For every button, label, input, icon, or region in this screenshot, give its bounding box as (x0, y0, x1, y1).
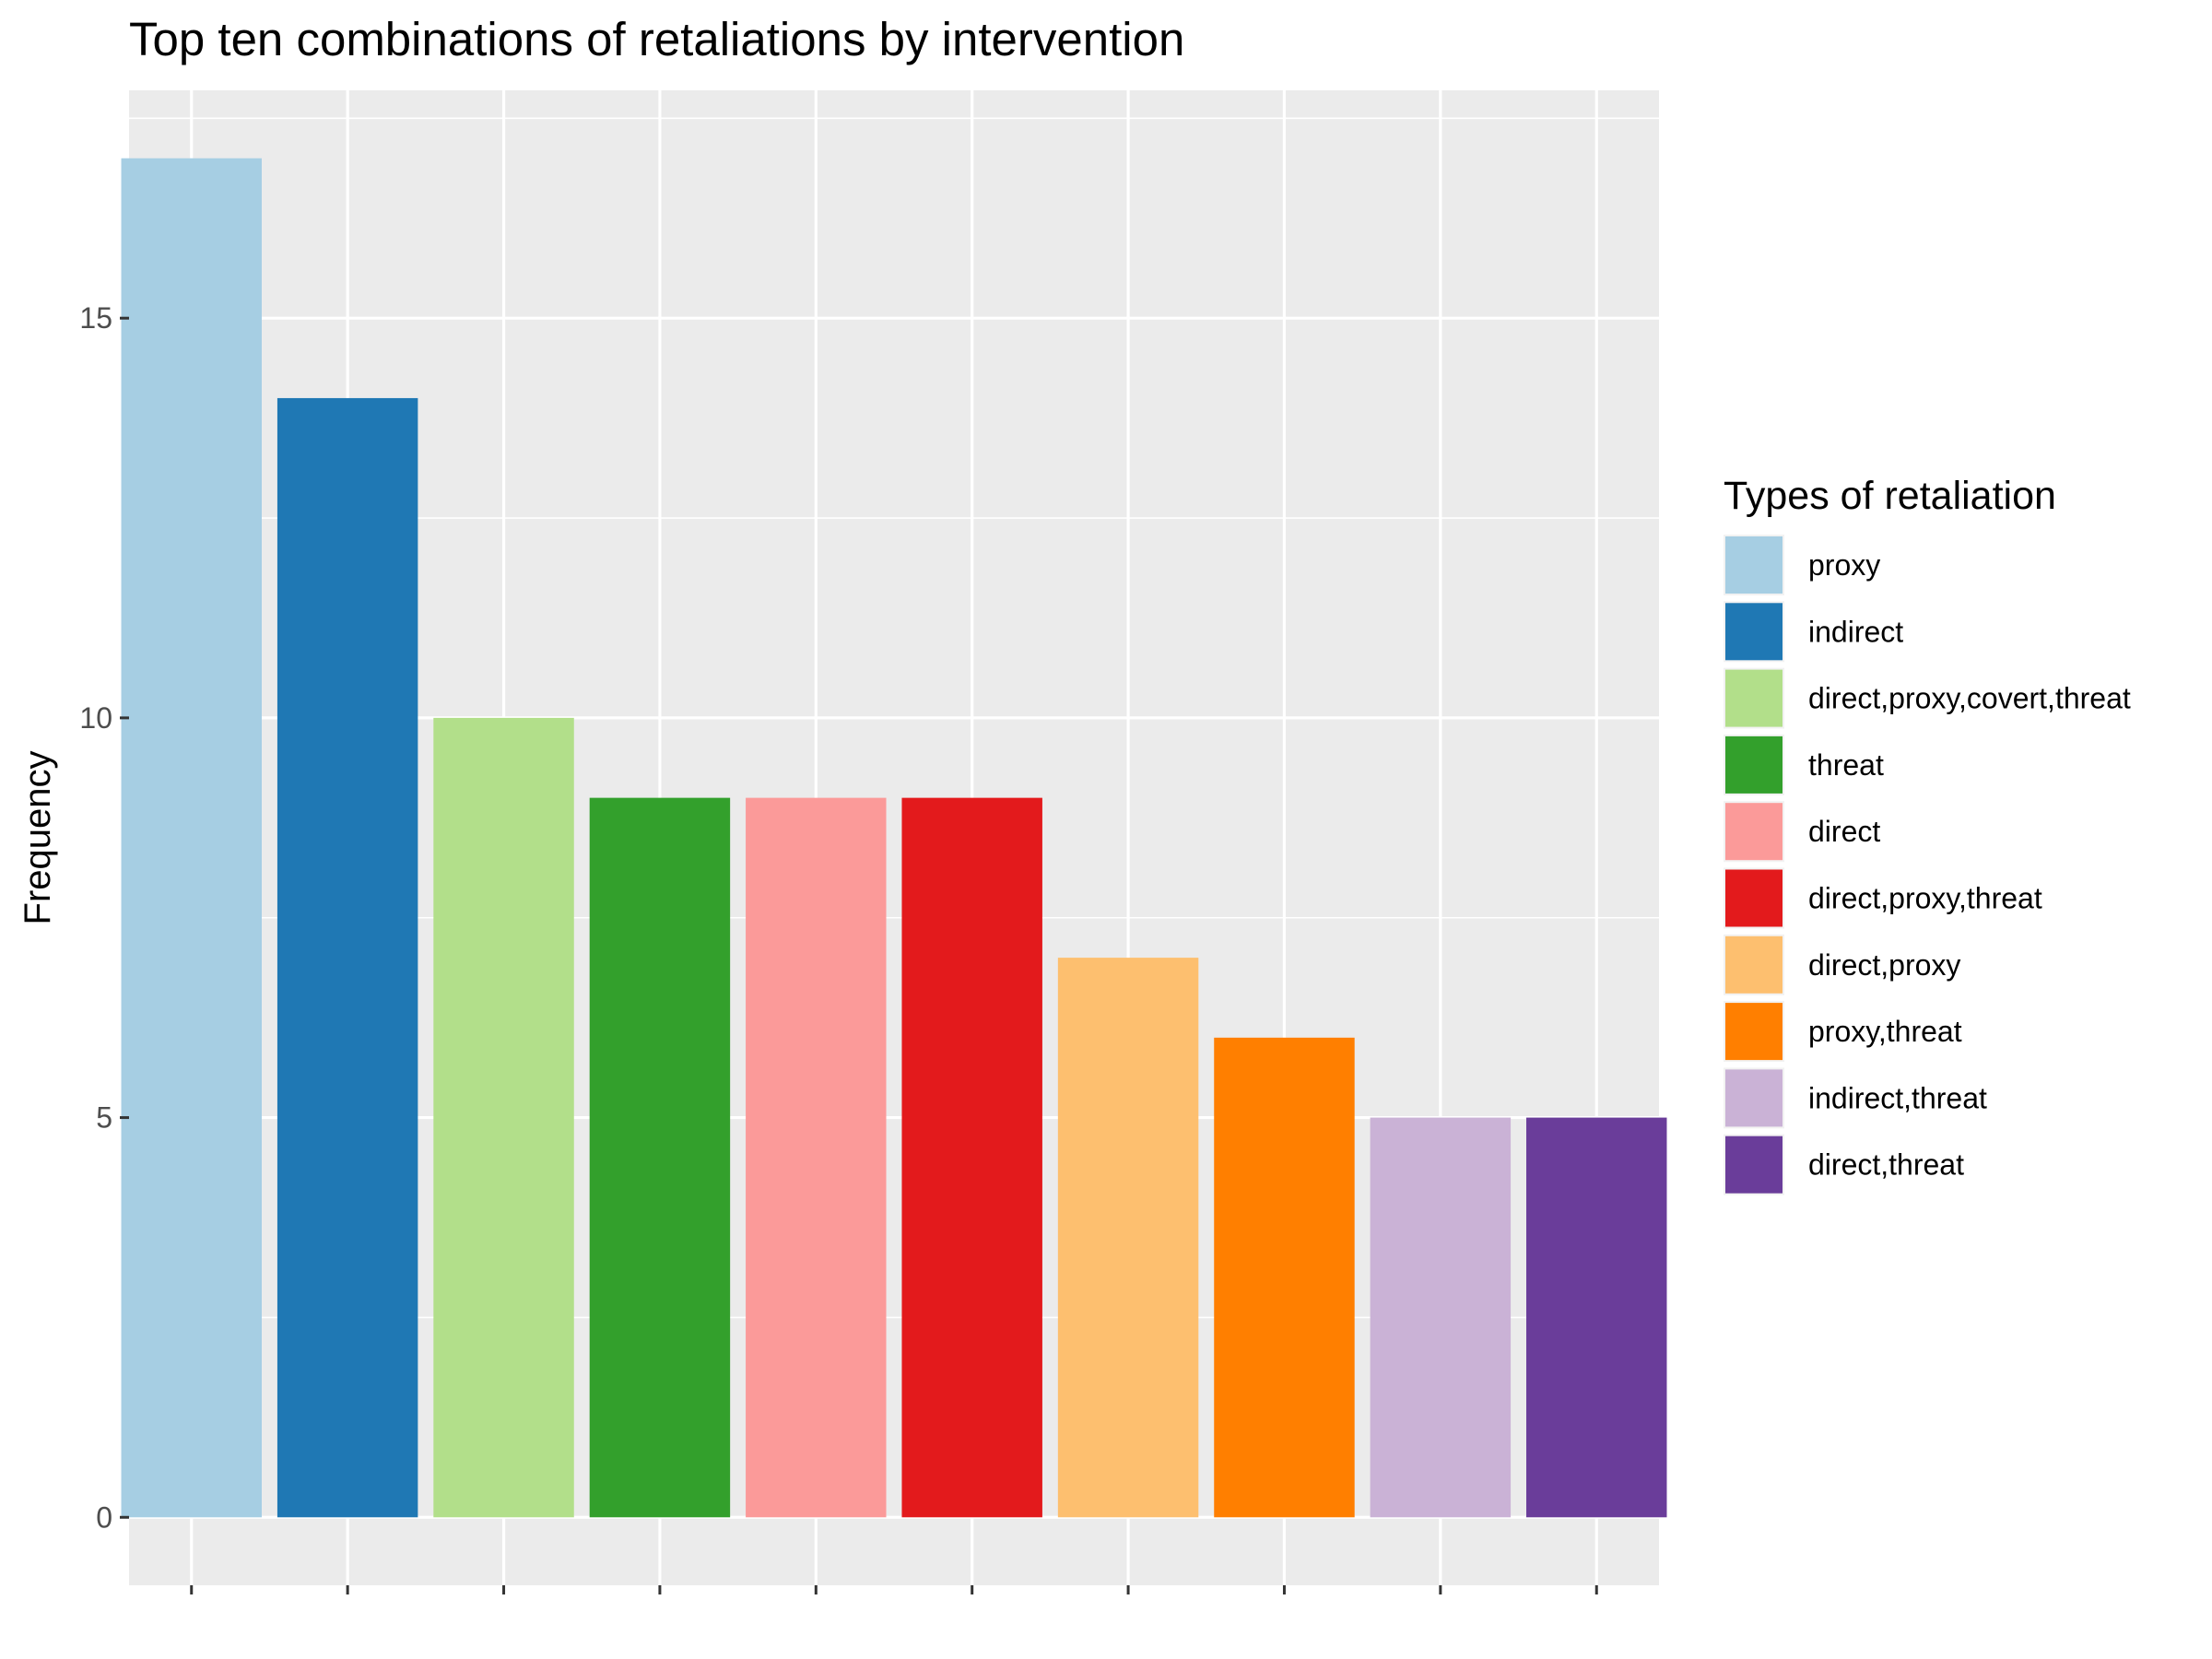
legend-swatch-direct-proxy-threat (1725, 869, 1783, 927)
legend-items: proxy indirect direct,proxy,covert,threat t… (1724, 535, 2131, 1195)
bars (121, 158, 1667, 1518)
legend-label: direct,proxy,threat (1808, 882, 2042, 915)
legend-label: direct (1808, 815, 1880, 848)
x-axis (190, 1585, 1598, 1594)
bar-threat (589, 797, 731, 1518)
bar-direct-proxy-covert-threat (433, 717, 574, 1518)
legend-label: direct,proxy (1808, 948, 1960, 982)
legend-label: indirect,threat (1808, 1081, 1987, 1114)
legend-title: Types of retaliation (1724, 474, 2056, 518)
bar-direct-proxy (1057, 958, 1199, 1518)
legend-label: proxy,threat (1808, 1015, 1962, 1048)
legend-label: indirect (1808, 615, 1903, 648)
legend: Types of retaliation proxy indirect direct… (1724, 474, 2131, 1195)
y-tick-label: 15 (79, 301, 112, 335)
y-tick-label: 10 (79, 701, 112, 735)
y-axis: 0 5 10 15 (79, 301, 129, 1534)
bar-direct-threat (1526, 1117, 1667, 1518)
chart-title: Top ten combinations of retaliations by … (129, 13, 1184, 65)
legend-swatch-proxy (1725, 536, 1783, 594)
y-tick-label: 5 (96, 1101, 112, 1135)
legend-label: direct,proxy,covert,threat (1808, 682, 2131, 715)
legend-swatch-direct-proxy-covert-threat (1725, 669, 1783, 727)
legend-swatch-direct-threat (1725, 1135, 1783, 1194)
bar-direct-proxy-threat (901, 797, 1042, 1518)
legend-swatch-indirect-threat (1725, 1069, 1783, 1127)
legend-swatch-direct (1725, 803, 1783, 861)
bar-proxy-threat (1214, 1037, 1355, 1518)
legend-label: direct,threat (1808, 1148, 1964, 1182)
bar-direct (746, 797, 887, 1518)
legend-swatch-direct-proxy (1725, 935, 1783, 994)
legend-label: proxy (1808, 548, 1880, 582)
legend-label: threat (1808, 748, 1884, 782)
legend-swatch-indirect (1725, 603, 1783, 661)
y-tick-label: 0 (96, 1500, 112, 1534)
bar-indirect (276, 397, 418, 1518)
legend-swatch-threat (1725, 735, 1783, 794)
bar-proxy (121, 158, 262, 1518)
y-axis-title: Frequency (18, 751, 58, 925)
legend-swatch-proxy-threat (1725, 1003, 1783, 1061)
bar-indirect-threat (1370, 1117, 1512, 1518)
